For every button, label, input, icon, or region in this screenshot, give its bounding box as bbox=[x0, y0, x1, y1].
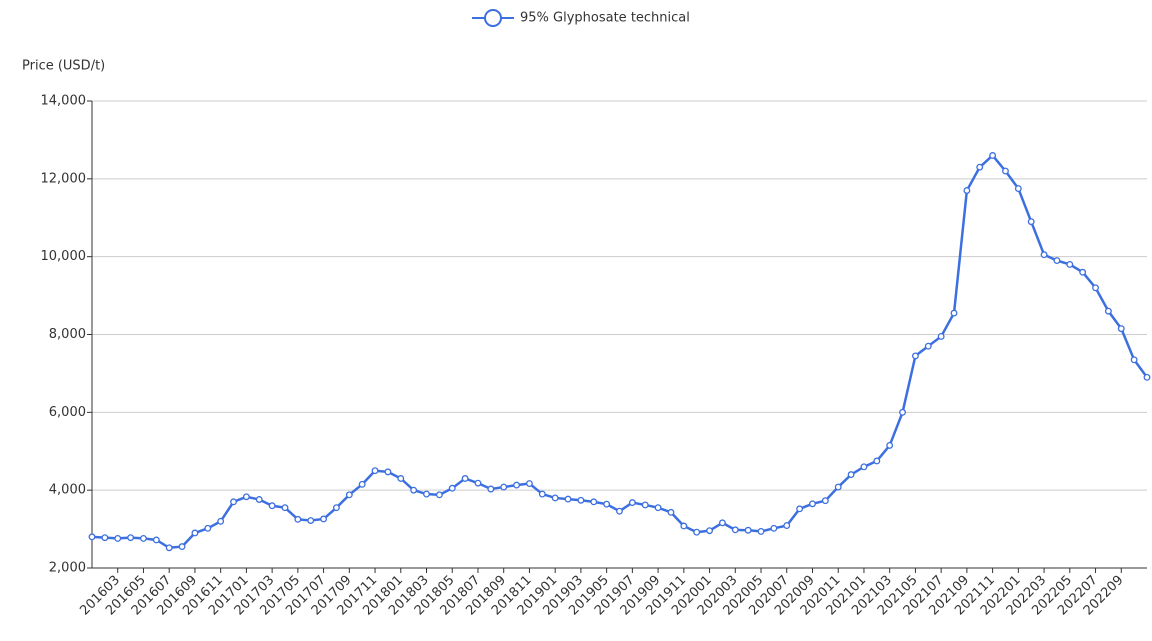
data-point bbox=[1117, 325, 1125, 333]
data-point bbox=[448, 484, 456, 492]
data-point bbox=[152, 536, 160, 544]
data-point bbox=[590, 498, 598, 506]
data-point bbox=[140, 534, 147, 542]
data-point bbox=[410, 486, 418, 494]
data-point bbox=[500, 483, 508, 491]
y-tick-label: 2,000 bbox=[49, 561, 86, 576]
data-point bbox=[281, 504, 289, 512]
data-point bbox=[809, 500, 816, 508]
data-point bbox=[538, 490, 546, 498]
data-point bbox=[899, 408, 906, 416]
data-point bbox=[706, 527, 714, 535]
data-point bbox=[1027, 218, 1035, 226]
data-point bbox=[435, 491, 443, 499]
data-point bbox=[551, 494, 559, 502]
y-tick-label: 6,000 bbox=[49, 405, 86, 420]
data-point bbox=[1014, 185, 1022, 193]
data-point bbox=[487, 485, 495, 493]
data-point bbox=[525, 480, 533, 488]
legend-label: 95% Glyphosate technical bbox=[520, 11, 690, 26]
data-point bbox=[654, 504, 662, 512]
data-point bbox=[474, 479, 482, 487]
data-point bbox=[989, 152, 997, 159]
data-point bbox=[1092, 284, 1099, 292]
data-point bbox=[461, 475, 469, 482]
data-point bbox=[744, 526, 752, 534]
data-point bbox=[564, 495, 572, 503]
data-point bbox=[230, 498, 237, 506]
data-point bbox=[384, 468, 392, 476]
data-point bbox=[718, 519, 726, 527]
data-point bbox=[294, 515, 302, 523]
data-point bbox=[1079, 268, 1087, 276]
data-point bbox=[886, 441, 894, 449]
data-point bbox=[204, 524, 212, 532]
y-tick-label: 14,000 bbox=[41, 94, 87, 109]
data-point bbox=[641, 501, 649, 509]
data-point bbox=[397, 475, 405, 482]
data-point bbox=[371, 467, 379, 475]
data-point bbox=[847, 471, 855, 479]
data-point bbox=[1053, 257, 1061, 265]
data-point bbox=[1130, 356, 1138, 364]
data-point bbox=[307, 517, 315, 524]
y-tick-label: 4,000 bbox=[49, 483, 86, 498]
data-point bbox=[731, 526, 739, 534]
data-point bbox=[333, 504, 340, 512]
data-point bbox=[603, 500, 611, 508]
data-point bbox=[513, 481, 521, 489]
data-point bbox=[834, 483, 842, 491]
data-point bbox=[693, 528, 701, 536]
data-point bbox=[114, 534, 122, 542]
data-point bbox=[796, 505, 804, 513]
data-point bbox=[1066, 261, 1074, 268]
data-point bbox=[770, 524, 778, 532]
data-point bbox=[127, 534, 135, 542]
data-point bbox=[88, 533, 96, 541]
data-point bbox=[1104, 307, 1112, 315]
legend-marker bbox=[484, 9, 502, 27]
data-point bbox=[950, 309, 958, 317]
data-point bbox=[101, 534, 109, 542]
data-point bbox=[1040, 251, 1048, 259]
data-point bbox=[680, 522, 688, 530]
data-point bbox=[178, 543, 186, 551]
data-point bbox=[358, 480, 366, 488]
data-point bbox=[937, 332, 945, 340]
data-point bbox=[616, 507, 623, 515]
data-point bbox=[268, 502, 276, 510]
data-point bbox=[165, 544, 173, 552]
data-point bbox=[628, 499, 636, 507]
data-point bbox=[255, 496, 263, 503]
data-point bbox=[577, 496, 585, 504]
data-point bbox=[924, 342, 932, 350]
data-point bbox=[423, 490, 430, 498]
data-point bbox=[217, 517, 225, 525]
data-point bbox=[976, 163, 984, 171]
data-point bbox=[1143, 373, 1151, 381]
series-line bbox=[91, 153, 1149, 550]
data-point bbox=[667, 508, 675, 516]
data-point bbox=[320, 515, 328, 523]
y-axis-label: Price (USD/t) bbox=[22, 59, 105, 74]
data-point bbox=[873, 457, 881, 465]
data-point bbox=[783, 522, 791, 530]
data-point bbox=[911, 352, 919, 360]
data-point bbox=[757, 527, 765, 535]
data-point bbox=[191, 529, 199, 537]
data-point bbox=[860, 463, 868, 471]
data-point bbox=[242, 493, 250, 501]
data-point bbox=[963, 187, 971, 194]
data-point bbox=[1002, 167, 1009, 175]
y-tick-label: 8,000 bbox=[49, 327, 86, 342]
data-point bbox=[821, 497, 829, 505]
y-tick-label: 12,000 bbox=[41, 171, 87, 186]
y-tick-label: 10,000 bbox=[41, 249, 87, 264]
data-point bbox=[345, 491, 353, 499]
